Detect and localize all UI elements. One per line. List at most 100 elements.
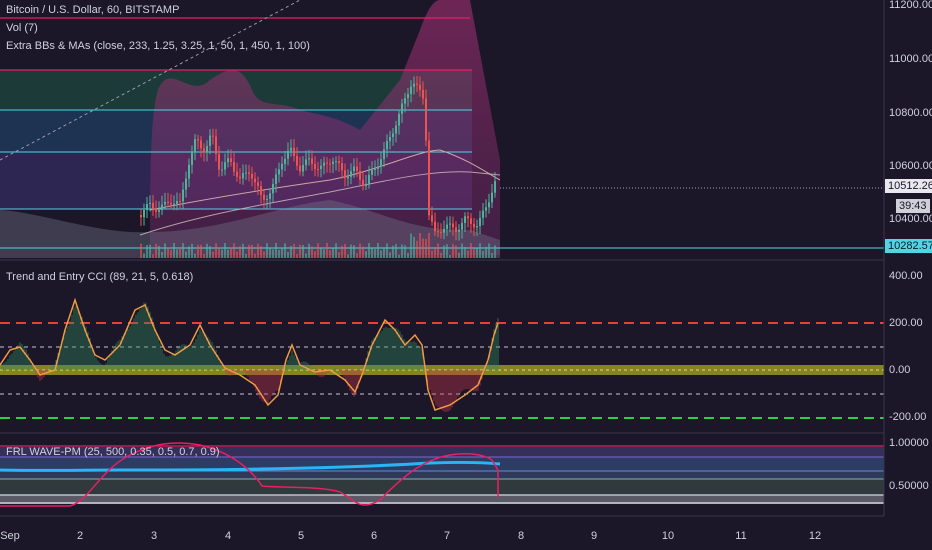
- time-tick-7: 7: [443, 530, 451, 542]
- candle-body: [248, 172, 250, 174]
- candle-body: [407, 93, 409, 99]
- volume-bar: [242, 243, 244, 258]
- volume-bar: [386, 243, 388, 258]
- volume-bar: [236, 251, 238, 258]
- candle-body: [152, 202, 154, 209]
- candle-body: [167, 201, 169, 204]
- volume-bar: [260, 246, 262, 258]
- volume-bar: [452, 244, 454, 258]
- candle-body: [206, 145, 208, 153]
- candle-body: [299, 165, 301, 172]
- volume-bar: [203, 254, 205, 258]
- volume-bar: [230, 247, 232, 258]
- candle-body: [365, 183, 367, 186]
- candle-body: [302, 165, 304, 172]
- volume-bar: [425, 238, 427, 258]
- wave-indicator-title[interactable]: FRL WAVE-PM (25, 500, 0.35, 0.5, 0.7, 0.…: [6, 446, 220, 458]
- candle-body: [422, 89, 424, 99]
- volume-bar: [170, 249, 172, 258]
- candle-body: [170, 203, 172, 205]
- volume-bar: [311, 246, 313, 258]
- candle-body: [350, 171, 352, 177]
- candle-body: [140, 215, 142, 218]
- candle-body: [335, 161, 337, 163]
- candle-body: [398, 113, 400, 126]
- volume-bar: [158, 245, 160, 258]
- main-pane[interactable]: [0, 0, 884, 260]
- candle-body: [329, 163, 331, 165]
- candle-body: [179, 200, 181, 202]
- volume-bar: [491, 252, 493, 258]
- price-tick-11000: 11000.00: [889, 53, 932, 65]
- volume-bar: [254, 253, 256, 258]
- candle-body: [455, 227, 457, 232]
- volume-bar: [149, 244, 151, 258]
- volume-bar: [398, 254, 400, 258]
- volume-bar: [212, 251, 214, 258]
- volume-bar: [281, 247, 283, 258]
- time-tick-2: 2: [76, 530, 84, 542]
- price-tick-10600: 10600.00: [889, 160, 932, 172]
- candle-body: [173, 203, 175, 205]
- volume-bar: [476, 248, 478, 258]
- cci-pane[interactable]: [0, 261, 884, 432]
- candle-body: [353, 166, 355, 172]
- volume-bar: [179, 247, 181, 258]
- cci-tick-0: 0.00: [889, 364, 911, 376]
- price-axis-bg[interactable]: [884, 0, 932, 530]
- candle-body: [251, 173, 253, 179]
- cci-indicator-title[interactable]: Trend and Entry CCI (89, 21, 5, 0.618): [6, 271, 194, 283]
- candle-body: [227, 158, 229, 163]
- wave-band-4: [0, 479, 884, 495]
- volume-bar: [359, 243, 361, 258]
- volume-indicator-title[interactable]: Vol (7): [6, 22, 38, 34]
- candle-body: [404, 98, 406, 104]
- candle-body: [266, 198, 268, 200]
- candle-body: [332, 161, 334, 164]
- volume-bar: [419, 233, 421, 258]
- candle-body: [287, 150, 289, 159]
- candle-body: [362, 179, 364, 186]
- candle-body: [185, 178, 187, 190]
- volume-bar: [200, 244, 202, 258]
- volume-bar: [323, 249, 325, 258]
- volume-bar: [239, 246, 241, 258]
- volume-bar: [176, 249, 178, 258]
- candle-body: [383, 149, 385, 160]
- volume-bar: [470, 243, 472, 258]
- time-tick-10: 10: [661, 530, 675, 542]
- wave-red-line: [0, 442, 499, 507]
- last-price-badge: 10512.26: [885, 179, 932, 193]
- time-tick-4: 4: [224, 530, 232, 542]
- candle-body: [308, 158, 310, 160]
- volume-bar: [392, 245, 394, 258]
- wave-pane[interactable]: [0, 434, 884, 516]
- candle-body: [293, 147, 295, 157]
- candle-body: [347, 176, 349, 179]
- candle-body: [212, 135, 214, 137]
- volume-bar: [377, 243, 379, 258]
- time-tick-12: 12: [808, 530, 822, 542]
- bollinger-envelope: [150, 0, 500, 255]
- volume-bar: [380, 250, 382, 258]
- volume-bar: [215, 243, 217, 258]
- symbol-title[interactable]: Bitcoin / U.S. Dollar, 60, BITSTAMP: [6, 4, 180, 16]
- time-tick-sep: Sep: [0, 530, 20, 542]
- candle-body: [164, 201, 166, 205]
- volume-bar: [314, 251, 316, 258]
- volume-bar: [350, 244, 352, 258]
- time-tick-8: 8: [517, 530, 525, 542]
- candle-body: [392, 133, 394, 138]
- volume-bar: [197, 244, 199, 258]
- time-axis-bg[interactable]: [0, 516, 932, 550]
- candle-body: [263, 194, 265, 200]
- bb-indicator-title[interactable]: Extra BBs & MAs (close, 233, 1.25, 3.25,…: [6, 40, 310, 52]
- volume-bar: [317, 243, 319, 258]
- candle-body: [146, 204, 148, 211]
- volume-bar: [479, 243, 481, 258]
- cci-tick-400: 400.00: [889, 270, 923, 282]
- lower-envelope: [0, 200, 500, 258]
- candle-body: [425, 98, 427, 141]
- candle-body: [149, 202, 151, 205]
